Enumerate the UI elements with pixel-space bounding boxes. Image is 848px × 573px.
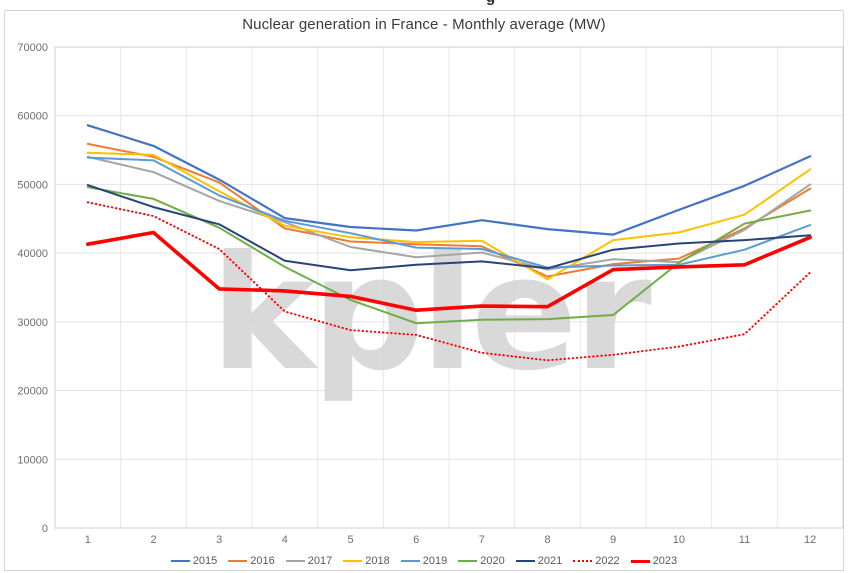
legend-item-2021[interactable]: 2021 <box>515 555 563 567</box>
y-axis-tick-label: 40000 <box>17 248 48 260</box>
x-axis-tick-label: 12 <box>804 534 816 546</box>
legend-label-2015: 2015 <box>192 555 218 567</box>
series-line-2015 <box>86 124 812 236</box>
legend-swatch-2016 <box>228 560 248 562</box>
legend-item-2017[interactable]: 2017 <box>285 555 333 567</box>
series-line-2021 <box>86 184 812 272</box>
x-axis-tick-label: 10 <box>673 534 685 546</box>
series-line-2018 <box>86 151 812 281</box>
x-axis-tick-label: 2 <box>150 534 156 546</box>
x-axis-tick-label: 6 <box>413 534 419 546</box>
legend-item-2019[interactable]: 2019 <box>400 555 448 567</box>
legend-item-2023[interactable]: 2023 <box>630 555 678 567</box>
x-axis-tick-label: 4 <box>282 534 288 546</box>
x-axis-tick-label: 1 <box>85 534 91 546</box>
y-axis-tick-label: 20000 <box>17 386 48 398</box>
legend-item-2015[interactable]: 2015 <box>170 555 218 567</box>
legend-label-2021: 2021 <box>537 555 563 567</box>
series-line-2016 <box>86 142 812 278</box>
legend-swatch-2018 <box>343 560 363 562</box>
chart-title: Nuclear generation in France - Monthly a… <box>242 16 606 33</box>
kpler-watermark: kpler <box>210 222 651 406</box>
y-axis-tick-label: 70000 <box>17 42 48 54</box>
x-axis-tick-label: 11 <box>739 534 750 546</box>
y-axis-tick-label: 10000 <box>17 454 48 466</box>
x-axis-tick-label: 8 <box>544 534 550 546</box>
series-line-2019 <box>86 156 812 269</box>
series-line-2020 <box>86 186 812 325</box>
cropped-text-fragment: g <box>486 0 500 7</box>
series-line-2023 <box>86 230 813 313</box>
legend-label-2019: 2019 <box>422 555 448 567</box>
y-axis-tick-label: 50000 <box>17 179 48 191</box>
legend-swatch-2015 <box>170 560 190 562</box>
legend-label-2023: 2023 <box>652 555 678 567</box>
series-line-2022 <box>86 201 812 362</box>
x-axis-tick-label: 5 <box>347 534 353 546</box>
chart-legend: 2015 2016 2017 2018 2019 2020 2021 2022 2023 <box>5 555 843 567</box>
legend-swatch-2020 <box>458 560 478 562</box>
legend-label-2018: 2018 <box>365 555 390 567</box>
legend-label-2017: 2017 <box>307 555 333 567</box>
legend-swatch-2017 <box>285 560 305 562</box>
y-axis-tick-label: 60000 <box>17 111 48 123</box>
legend-item-2016[interactable]: 2016 <box>228 555 275 567</box>
legend-item-2018[interactable]: 2018 <box>343 555 390 567</box>
legend-swatch-2022 <box>573 560 593 562</box>
chart-card: Nuclear generation in France - Monthly a… <box>4 10 844 571</box>
y-axis-tick-label: 30000 <box>17 317 48 329</box>
legend-item-2020[interactable]: 2020 <box>458 555 505 567</box>
legend-label-2016: 2016 <box>250 555 275 567</box>
legend-swatch-2023 <box>630 559 650 563</box>
y-axis-tick-label: 0 <box>42 523 48 535</box>
x-axis-tick-label: 7 <box>479 534 485 546</box>
legend-label-2022: 2022 <box>595 555 620 567</box>
legend-swatch-2021 <box>515 560 535 562</box>
x-axis-tick-label: 9 <box>610 534 616 546</box>
legend-item-2022[interactable]: 2022 <box>573 555 620 567</box>
x-axis-tick-label: 3 <box>216 534 222 546</box>
legend-swatch-2019 <box>400 560 420 562</box>
plot-border <box>54 46 844 529</box>
legend-label-2020: 2020 <box>480 555 505 567</box>
